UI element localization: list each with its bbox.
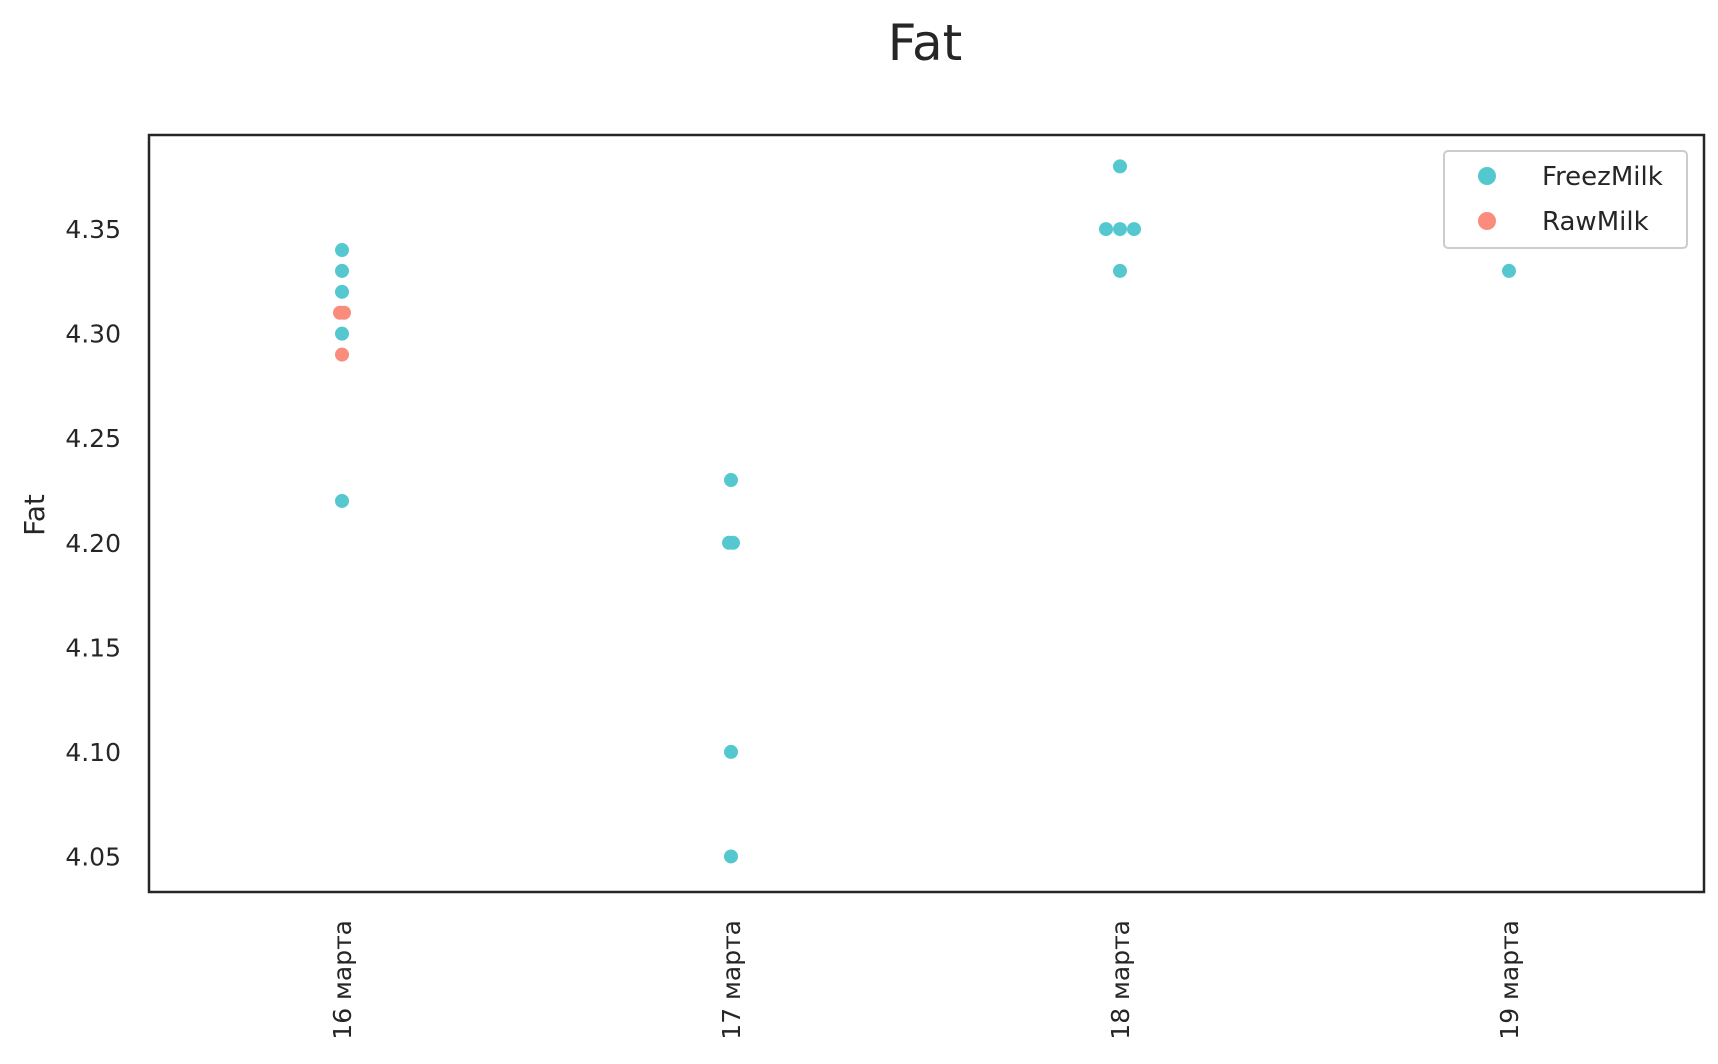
data-point-freezmilk: [335, 263, 349, 278]
data-point-rawmilk: [337, 305, 351, 320]
y-tick-label: 4.15: [65, 633, 121, 662]
data-point-freezmilk: [724, 473, 738, 488]
data-point-freezmilk: [1113, 159, 1127, 174]
data-point-freezmilk: [335, 284, 349, 299]
data-points: [333, 159, 1516, 864]
plot-area: [147, 133, 1706, 894]
x-tick-label: 16 марта: [328, 920, 357, 1040]
chart-title: Fat: [888, 14, 962, 72]
legend-marker-freezmilk: [1478, 167, 1496, 185]
legend-marker-rawmilk: [1478, 212, 1496, 230]
y-axis-ticks: 4.05 4.10 4.15 4.20 4.25 4.30 4.35: [65, 215, 121, 871]
data-point-freezmilk: [335, 326, 349, 341]
data-point-freezmilk: [1502, 263, 1516, 278]
data-point-freezmilk: [1099, 222, 1113, 237]
data-point-freezmilk: [335, 243, 349, 258]
data-point-freezmilk: [1127, 222, 1141, 237]
legend-label-freezmilk: FreezMilk: [1542, 162, 1663, 192]
y-tick-label: 4.10: [65, 738, 121, 767]
data-point-rawmilk: [335, 347, 349, 362]
y-axis-label: Fat: [18, 494, 51, 536]
data-point-freezmilk: [1113, 263, 1127, 278]
plot-frame: [147, 133, 1706, 894]
data-point-freezmilk: [726, 535, 740, 550]
legend-box: [1443, 150, 1688, 249]
legend-label-rawmilk: RawMilk: [1542, 207, 1649, 237]
data-point-freezmilk: [724, 849, 738, 864]
data-point-freezmilk: [724, 744, 738, 759]
y-tick-label: 4.05: [65, 842, 121, 871]
x-axis-ticks: 16 марта 17 марта 18 марта 19 марта: [328, 920, 1524, 1040]
data-point-freezmilk: [335, 493, 349, 508]
x-tick-label: 18 марта: [1106, 920, 1135, 1040]
data-point-freezmilk: [1113, 222, 1127, 237]
x-tick-label: 17 марта: [717, 920, 746, 1040]
y-tick-label: 4.35: [65, 215, 121, 244]
legend: FreezMilk RawMilk: [1443, 150, 1688, 249]
y-tick-label: 4.30: [65, 320, 121, 349]
y-tick-label: 4.20: [65, 529, 121, 558]
x-tick-label: 19 марта: [1495, 920, 1524, 1040]
y-tick-label: 4.25: [65, 424, 121, 453]
